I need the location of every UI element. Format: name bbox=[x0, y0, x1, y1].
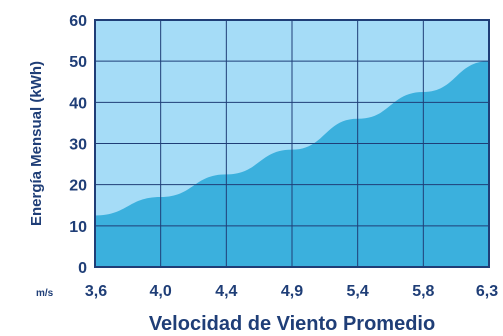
y-tick-label: 30 bbox=[69, 137, 87, 154]
x-tick-label: 5,8 bbox=[412, 283, 434, 300]
x-tick-label: 4,9 bbox=[281, 283, 303, 300]
y-tick-label: 40 bbox=[69, 95, 87, 112]
y-tick-label: 20 bbox=[69, 178, 87, 195]
x-tick-label: 4,4 bbox=[215, 283, 237, 300]
y-axis-label: Energía Mensual (kWh) bbox=[28, 61, 45, 226]
x-tick-labels: 3,6 4,0 4,4 4,9 5,4 5,8 6,3 bbox=[85, 283, 498, 300]
x-unit-label: m/s bbox=[36, 288, 54, 299]
x-tick-label: 5,4 bbox=[347, 283, 369, 300]
y-tick-label: 10 bbox=[69, 219, 87, 236]
x-tick-label: 4,0 bbox=[150, 283, 172, 300]
y-tick-label: 0 bbox=[78, 260, 87, 277]
x-axis-label: Velocidad de Viento Promedio bbox=[149, 313, 435, 335]
x-tick-label: 3,6 bbox=[85, 283, 107, 300]
y-tick-labels: 0 10 20 30 40 50 60 bbox=[69, 13, 87, 277]
y-tick-label: 60 bbox=[69, 13, 87, 30]
plot-frame bbox=[94, 19, 490, 268]
y-tick-label: 50 bbox=[69, 54, 87, 71]
grid-lines bbox=[95, 20, 489, 267]
x-tick-label: 6,3 bbox=[476, 283, 498, 300]
